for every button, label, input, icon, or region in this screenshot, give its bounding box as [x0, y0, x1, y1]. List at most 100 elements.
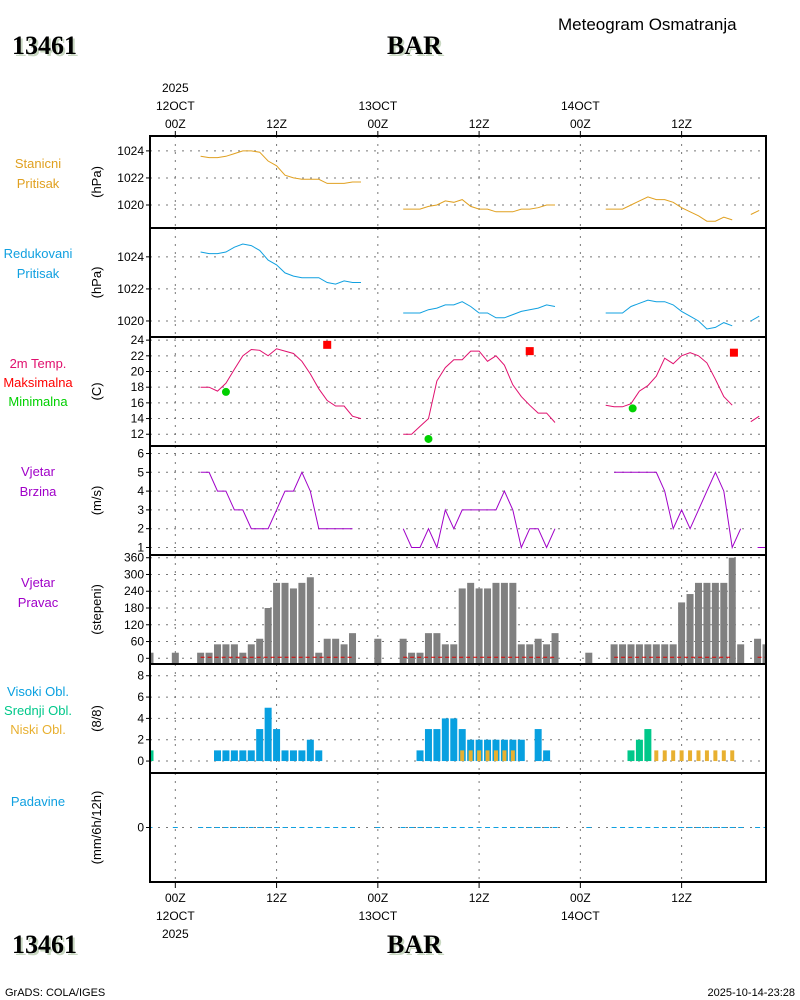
wind-dir-bar	[526, 644, 534, 664]
series-line	[605, 196, 733, 222]
wind-dir-bar	[737, 644, 745, 664]
series-line	[200, 348, 362, 420]
low-cloud-bar	[468, 750, 473, 762]
low-cloud-bar	[730, 750, 735, 762]
bottom-hour-label: 12Z	[266, 891, 287, 905]
top-year-label: 2025	[162, 81, 189, 95]
panel-frame	[149, 445, 767, 556]
series-line	[200, 243, 361, 285]
top-day-label: 13OCT	[358, 99, 397, 113]
wind-dir-bar	[441, 644, 449, 664]
time-axis: 00Z 00Z 12Z 12Z 00Z 00Z 12Z 12Z 00Z 00Z 12Z 12Z 12OC…	[156, 81, 692, 941]
wind-dir-bar	[644, 644, 652, 664]
panel-label: Minimalna	[8, 394, 68, 409]
top-day-label: 12OCT	[156, 99, 195, 113]
bottom-day-label: 13OCT	[358, 909, 397, 923]
low-cloud-bar	[460, 750, 465, 762]
wind-dir-bar	[171, 652, 179, 664]
panel-label: Vjetar	[21, 464, 56, 479]
y-tick-label: 0	[137, 821, 144, 835]
wind-dir-bar	[205, 652, 213, 664]
wind-dir-bar	[534, 638, 542, 664]
wind-dir-bar	[374, 638, 382, 664]
series-line	[605, 299, 733, 330]
wind-dir-bar	[197, 652, 205, 664]
y-tick-label: 20	[131, 365, 145, 379]
wind-dir-bar	[635, 644, 643, 664]
low-cloud-bar	[713, 750, 718, 762]
bottom-hour-label: 00Z	[570, 891, 591, 905]
footer-station-id-shadow: 13461	[14, 932, 79, 961]
high-cloud-bar	[289, 750, 297, 762]
y-tick-label: 300	[124, 567, 144, 581]
panel-label: Redukovani	[4, 246, 73, 261]
wind-dir-bar	[720, 582, 728, 664]
y-tick-label: 8	[137, 669, 144, 683]
mid-cloud-bar	[635, 739, 643, 762]
y-tick-label: 360	[124, 551, 144, 565]
bottom-day-label: 12OCT	[156, 909, 195, 923]
tmax-marker	[323, 340, 332, 349]
top-hour-label: 00Z	[165, 117, 186, 131]
high-cloud-bar	[450, 718, 458, 762]
panel-label: Visoki Obl.	[7, 684, 69, 699]
top-hour-label: 12Z	[671, 117, 692, 131]
wind-dir-bar	[703, 582, 711, 664]
y-tick-label: 180	[124, 601, 144, 615]
wind-dir-bar	[340, 644, 348, 664]
high-cloud-bar	[273, 729, 281, 762]
wind-dir-bar	[467, 582, 475, 664]
y-tick-label: 60	[131, 635, 145, 649]
high-cloud-bar	[433, 729, 441, 762]
high-cloud-bar	[441, 718, 449, 762]
station-id: 13461	[12, 31, 77, 60]
panel-label: Stanicni	[15, 156, 61, 171]
wind-dir-bar	[256, 638, 264, 664]
wind-dir-bar	[762, 644, 766, 664]
series-line	[750, 315, 760, 322]
wind-dir-bar	[408, 652, 416, 664]
panel-reduced-pressure: 1020 1022 1024 Redukovani Pritisak (hPa)	[4, 227, 767, 338]
panel-label: Padavine	[11, 794, 65, 809]
mid-cloud-bar	[627, 750, 635, 762]
wind-dir-bar	[661, 644, 669, 664]
top-hour-label: 00Z	[570, 117, 591, 131]
bottom-hour-label: 12Z	[469, 891, 490, 905]
header: 13461 13461 BAR BAR Meteogram Osmatranja	[12, 15, 737, 62]
y-tick-label: 14	[131, 412, 145, 426]
wind-dir-bar	[484, 588, 492, 664]
unit-label: (C)	[89, 382, 104, 400]
wind-dir-bar	[281, 582, 289, 664]
wind-dir-bar	[500, 582, 508, 664]
series-line	[403, 301, 556, 319]
low-cloud-bar	[502, 750, 507, 762]
panel-label: Brzina	[20, 484, 58, 499]
unit-label: (mm/6h/12h)	[89, 791, 104, 865]
unit-label: (8/8)	[89, 705, 104, 732]
wind-dir-bar	[652, 644, 660, 664]
panel-wind-dir: 0 60 120 180 240 300 360 Vjetar Pravac (stepeni)	[18, 551, 767, 665]
wind-dir-bar	[450, 644, 458, 664]
top-hour-label: 12Z	[469, 117, 490, 131]
bottom-hour-label: 00Z	[165, 891, 186, 905]
y-tick-label: 0	[137, 651, 144, 665]
y-tick-label: 1022	[117, 171, 144, 185]
high-cloud-bar	[315, 750, 323, 762]
tmin-marker	[221, 387, 230, 396]
y-tick-label: 12	[131, 427, 145, 441]
panel-frame	[149, 336, 767, 447]
series-line	[200, 150, 361, 184]
tmin-marker	[424, 434, 433, 443]
wind-dir-bar	[610, 644, 618, 664]
wind-dir-bar	[551, 633, 559, 664]
y-tick-label: 22	[131, 349, 145, 363]
wind-dir-bar	[416, 652, 424, 664]
tmax-marker	[525, 347, 534, 356]
unit-label: (hPa)	[89, 267, 104, 299]
panel-label: 2m Temp.	[10, 356, 67, 371]
low-cloud-bar	[477, 750, 482, 762]
mid-cloud-bar	[644, 729, 652, 762]
y-tick-label: 3	[137, 503, 144, 517]
wind-dir-bar	[694, 582, 702, 664]
